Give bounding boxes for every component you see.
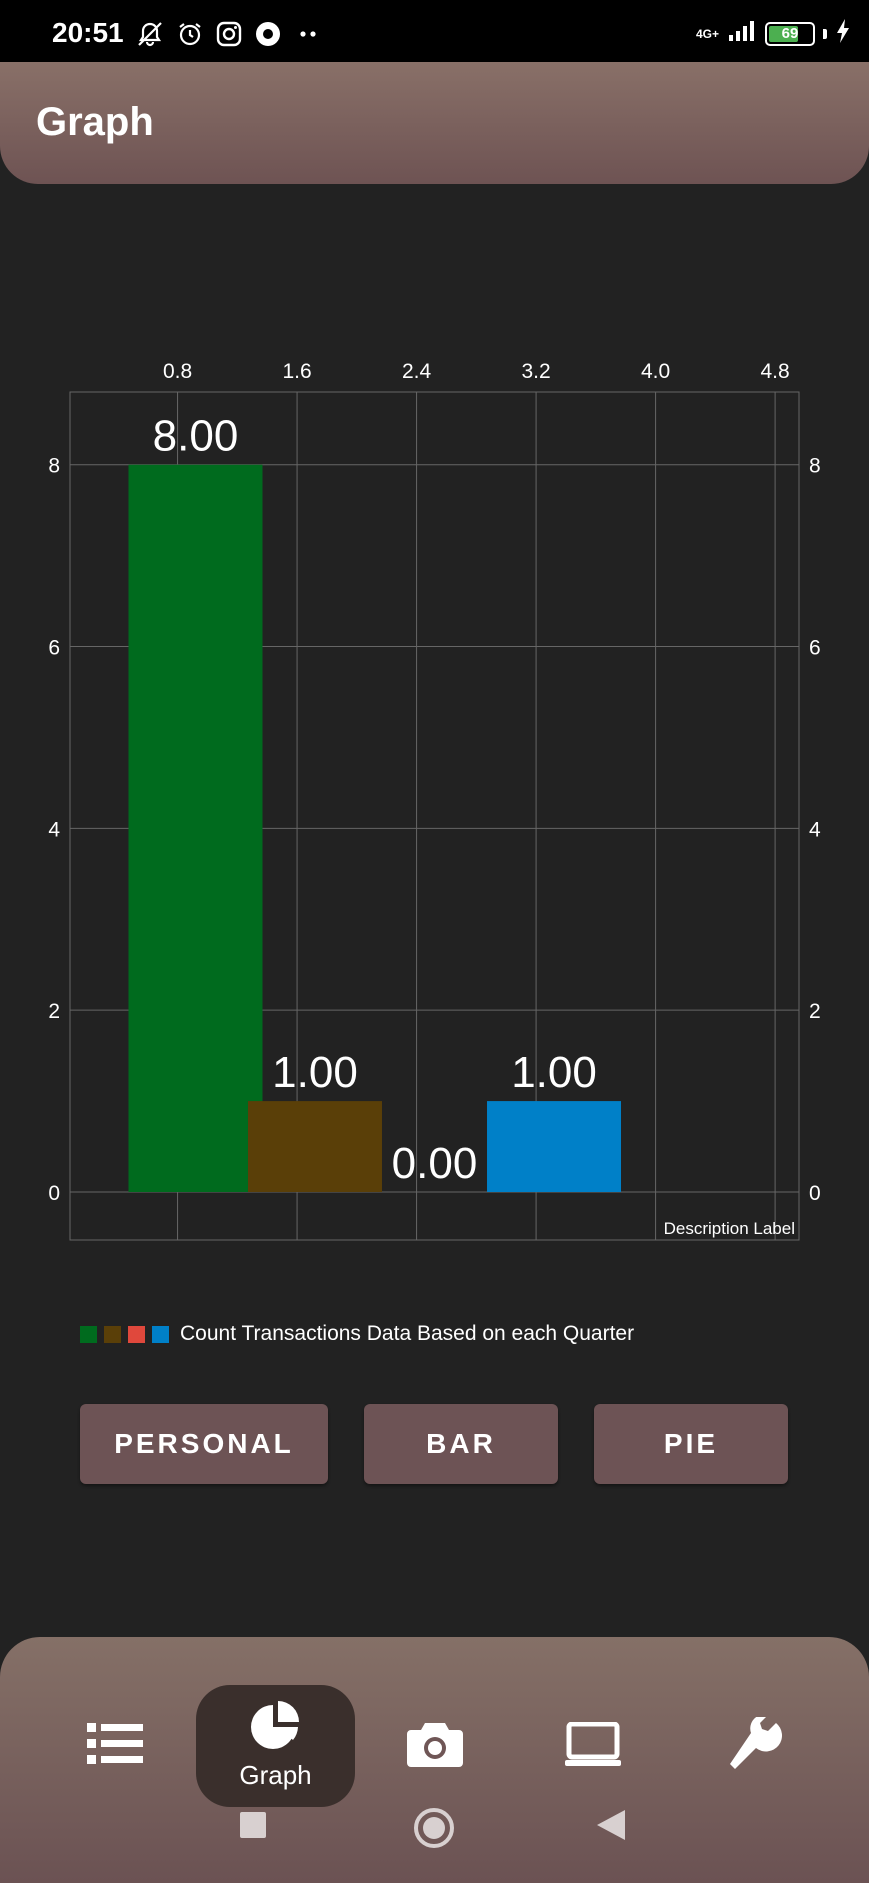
pie-button[interactable]: PIE	[594, 1404, 788, 1484]
nav-label-graph: Graph	[239, 1760, 312, 1790]
app-icon	[254, 20, 282, 53]
bar-value-label: 1.00	[272, 1048, 358, 1097]
bar-value-label: 1.00	[511, 1048, 597, 1097]
network-type: 4G+	[695, 26, 719, 41]
y-tick-label-right: 8	[809, 455, 821, 478]
bar-value-label: 8.00	[153, 412, 239, 461]
y-tick-label-left: 4	[48, 818, 60, 841]
nav-item-laptop[interactable]	[548, 1685, 638, 1807]
plot-frame	[69, 391, 800, 1241]
battery-icon: 69	[765, 21, 815, 46]
wrench-icon	[728, 1713, 783, 1776]
recents-icon	[240, 1812, 266, 1842]
y-tick-label-left: 2	[48, 1000, 60, 1023]
x-tick-label: 4.8	[760, 360, 789, 383]
pie-chart-icon	[249, 1701, 303, 1756]
home-button[interactable]	[413, 1807, 455, 1854]
list-icon	[87, 1721, 143, 1772]
personal-button[interactable]: PERSONAL	[80, 1404, 328, 1484]
y-tick-label-left: 6	[48, 637, 60, 660]
alarm-icon	[176, 20, 204, 53]
bar	[487, 1101, 622, 1192]
status-bar: 20:51 4G+ 69	[0, 0, 869, 62]
page-title: Graph	[36, 100, 154, 144]
y-tick-label-right: 6	[809, 637, 821, 660]
bar-chart: 0.8 1.6 2.4 3.2 4.0 4.8 0 0 2 2 4 4 6 6 8 8 8.00 1.00 0.00…	[48, 360, 821, 1241]
bar-value-label: 0.00	[392, 1139, 478, 1188]
legend-swatch	[128, 1325, 145, 1343]
bell-off-icon	[136, 20, 164, 53]
x-tick-label: 4.0	[641, 360, 670, 383]
recents-button[interactable]	[240, 1812, 266, 1843]
bar	[247, 1101, 382, 1192]
nav-item-camera[interactable]	[390, 1685, 480, 1807]
camera-icon	[407, 1721, 463, 1772]
nav-item-list[interactable]	[70, 1685, 160, 1807]
nav-item-settings[interactable]	[710, 1685, 800, 1807]
status-time: 20:51	[52, 17, 124, 48]
x-tick-label: 1.6	[282, 360, 311, 383]
instagram-icon	[216, 21, 242, 52]
laptop-icon	[565, 1721, 621, 1771]
description-label: Description Label	[664, 1219, 795, 1238]
more-dots-icon	[294, 20, 322, 53]
y-tick-label-left: 8	[48, 455, 60, 478]
y-tick-label-left: 0	[48, 1182, 60, 1205]
bar	[128, 464, 263, 1192]
chart-legend: Count Transactions Data Based on each Qu…	[80, 1322, 634, 1346]
battery-level: 69	[781, 24, 799, 42]
home-icon	[413, 1808, 455, 1853]
charging-icon	[835, 18, 851, 49]
back-button[interactable]	[597, 1810, 625, 1845]
signal-icon	[727, 19, 757, 48]
y-tick-label-right: 4	[809, 818, 821, 841]
legend-label: Count Transactions Data Based on each Qu…	[180, 1322, 635, 1345]
nav-item-graph[interactable]: Graph	[196, 1685, 355, 1807]
x-tick-label: 0.8	[163, 360, 192, 383]
x-tick-label: 2.4	[402, 360, 432, 383]
legend-swatch	[80, 1325, 97, 1343]
y-tick-label-right: 0	[809, 1182, 821, 1205]
legend-swatch	[104, 1325, 121, 1343]
legend-swatch	[152, 1325, 169, 1343]
back-icon	[597, 1810, 625, 1844]
bottom-navigation: Graph	[0, 1637, 869, 1883]
x-tick-label: 3.2	[521, 360, 550, 383]
bar-button[interactable]: BAR	[364, 1404, 558, 1484]
app-bar: Graph	[0, 62, 869, 184]
y-tick-label-right: 2	[809, 1000, 821, 1023]
